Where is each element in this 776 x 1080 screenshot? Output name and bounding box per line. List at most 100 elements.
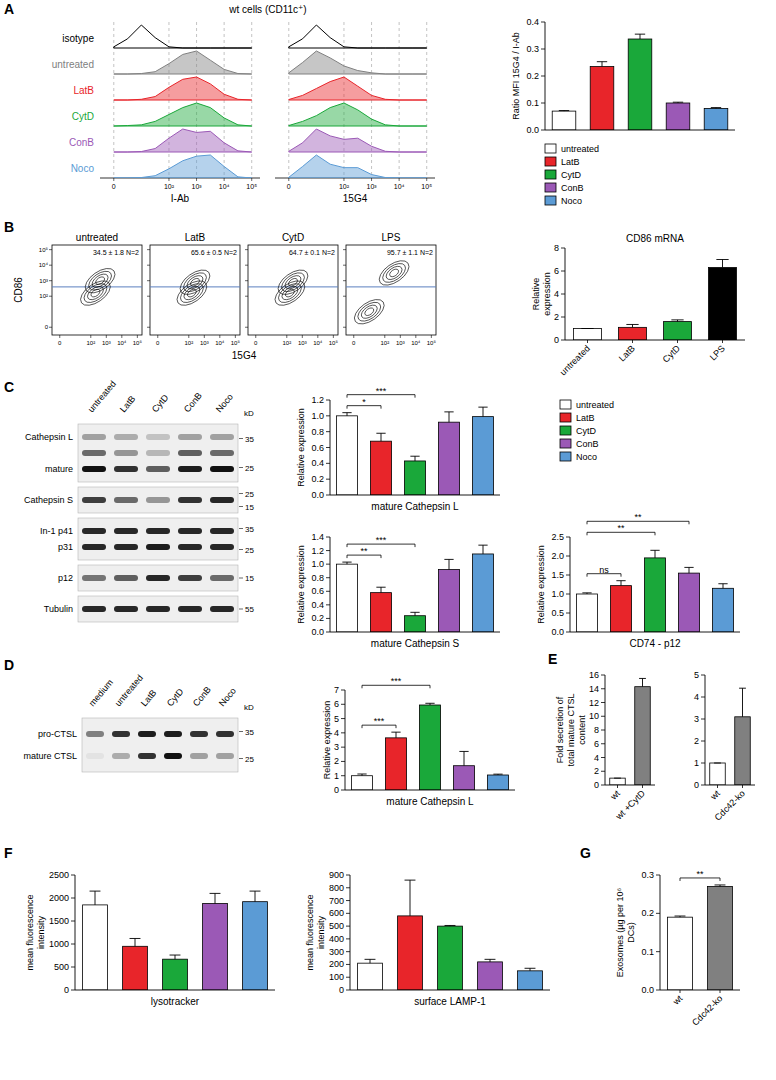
axis-label: Relative expression: [322, 701, 332, 780]
marker-label: 35: [245, 525, 254, 534]
tick-label: 0: [45, 324, 49, 330]
tick-label: 2: [594, 766, 599, 776]
tick: [302, 335, 303, 338]
tick: [541, 103, 545, 104]
error-bar: [365, 959, 376, 963]
tick: [326, 632, 330, 633]
bar: [678, 573, 699, 632]
error-cap: [391, 732, 400, 733]
tick: [346, 977, 350, 978]
lane-label: medium: [87, 677, 115, 708]
y-axis: [660, 875, 661, 990]
error-cap: [739, 688, 746, 689]
band: [82, 606, 106, 612]
legend-label: Noco: [576, 452, 597, 462]
error-bar: [739, 688, 746, 717]
contour-line: [278, 269, 307, 295]
legend-swatch: [560, 439, 571, 448]
tick-label: 1.5: [551, 570, 564, 580]
tick-label: 1.0: [551, 589, 564, 599]
tick: [204, 335, 205, 338]
error-bar: [130, 938, 141, 946]
legend-label: ConB: [561, 183, 584, 193]
bar: [735, 717, 751, 785]
tick-label: 10³: [39, 278, 48, 284]
legend-swatch: [545, 196, 556, 205]
tick: [341, 690, 345, 691]
significance-label: ns: [599, 565, 609, 575]
tick: [701, 675, 705, 676]
tick-label: 10⁴: [215, 340, 225, 346]
marker-label: 15: [245, 503, 254, 512]
significance-label: ***: [376, 535, 387, 545]
tick: [701, 741, 705, 742]
panel-label: F: [4, 845, 13, 861]
tick-label: 10³: [200, 340, 209, 346]
band: [82, 497, 106, 503]
tick: [384, 335, 385, 338]
error-line: [95, 891, 96, 905]
error-cap: [714, 763, 721, 764]
legend-label: CytD: [561, 170, 582, 180]
error-line: [415, 456, 416, 461]
error-bar: [639, 678, 646, 686]
error-line: [449, 559, 450, 569]
tick: [147, 249, 150, 250]
error-bar: [711, 107, 721, 109]
axis-label-line: Ratio MFI 15G4 / I-Ab: [511, 32, 521, 120]
tick-label: 0.0: [526, 125, 539, 135]
tick: [196, 178, 197, 181]
tick: [326, 604, 330, 605]
unit-label: kD: [244, 409, 254, 418]
bar: [336, 564, 357, 632]
tick-label: 0.0: [311, 490, 324, 500]
tick-label: 1.0: [311, 411, 324, 421]
error-line: [722, 260, 723, 268]
tick: [541, 49, 545, 50]
legend-label: CytD: [576, 426, 597, 436]
error-bar: [525, 968, 536, 971]
tick: [656, 875, 660, 876]
error-line: [602, 62, 603, 67]
error-line: [449, 412, 450, 422]
bar: [404, 616, 425, 632]
tick-label: 0.6: [311, 443, 324, 453]
tick-label: 10⁴: [117, 340, 127, 346]
bar-chart: 0100200300400500600700800900surface LAMP…: [305, 870, 550, 1007]
tick-label: 5: [334, 714, 339, 724]
error-bar: [425, 703, 434, 705]
bar: [438, 422, 459, 495]
significance-label: ***: [391, 676, 402, 686]
tick: [722, 340, 723, 343]
band: [112, 753, 130, 759]
contour-line: [85, 284, 105, 303]
band: [82, 450, 106, 456]
band: [82, 575, 106, 581]
plot-frame: [150, 245, 240, 335]
error-bar: [675, 916, 686, 917]
tick: [701, 763, 705, 764]
marker-tick: [239, 467, 243, 468]
tick-label: 10⁴: [219, 183, 230, 190]
tick-label: 3: [694, 714, 699, 724]
tick: [326, 618, 330, 619]
marks: [610, 678, 651, 785]
error-cap: [711, 107, 721, 108]
tick: [561, 271, 565, 272]
tick: [326, 495, 330, 496]
significance-label: ***: [374, 716, 385, 726]
band: [146, 544, 170, 550]
marker-tick: [239, 609, 243, 610]
tick: [147, 265, 150, 266]
marker-tick: [239, 528, 243, 529]
tick: [343, 249, 346, 250]
error-cap: [597, 61, 607, 62]
axis-label-line: mean fluorescence: [25, 894, 35, 970]
tick: [71, 944, 75, 945]
band: [190, 731, 208, 737]
legend-swatch: [560, 452, 571, 461]
tick-label: 2000: [49, 893, 69, 903]
marker-tick: [239, 506, 243, 507]
x-axis: [570, 632, 740, 633]
tick: [601, 675, 605, 676]
